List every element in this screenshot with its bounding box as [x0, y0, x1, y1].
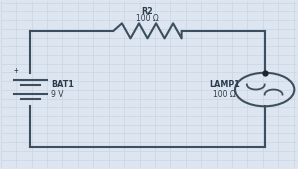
Text: LAMP1: LAMP1	[209, 80, 240, 89]
Text: R2: R2	[142, 7, 153, 16]
Text: 100 Ω: 100 Ω	[136, 14, 159, 23]
Text: 9 V: 9 V	[51, 90, 63, 99]
Text: 100 Ω: 100 Ω	[213, 90, 236, 99]
Text: +: +	[14, 66, 18, 75]
Text: BAT1: BAT1	[51, 80, 74, 89]
